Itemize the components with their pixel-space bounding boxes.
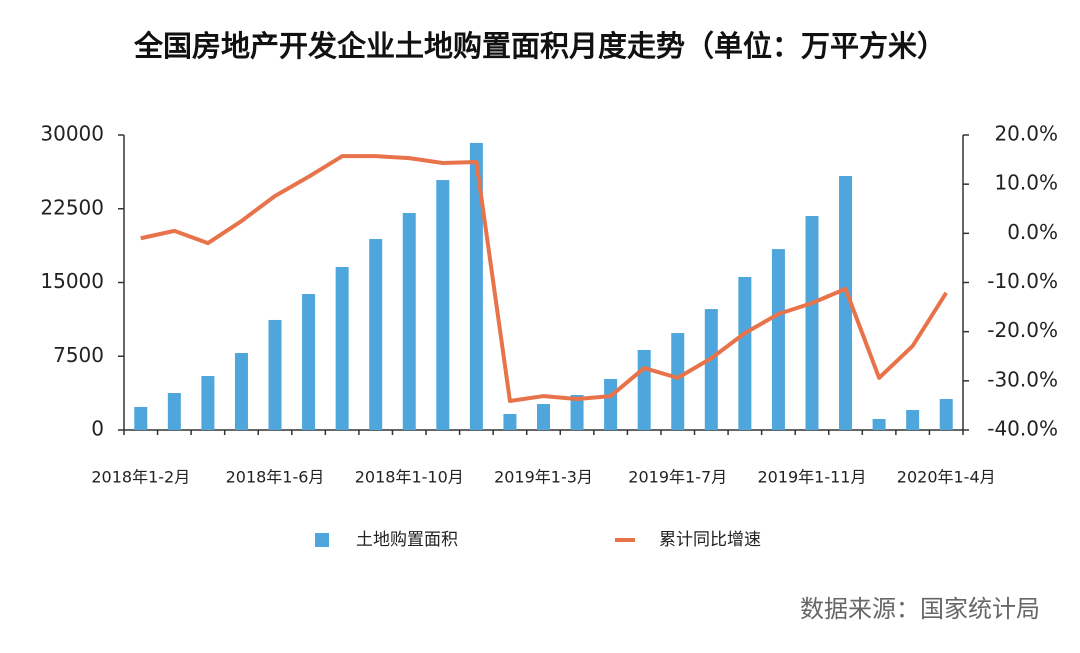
x-tick-label: 2019年1-11月 (757, 468, 866, 487)
bar (469, 142, 483, 430)
legend-label: 累计同比增速 (659, 530, 761, 550)
x-tick-label: 2019年1-3月 (494, 468, 593, 487)
bar (503, 413, 517, 430)
bar (839, 176, 853, 430)
bar (637, 349, 651, 430)
y2-tick-label: 0.0% (1007, 220, 1058, 244)
bar (604, 378, 618, 430)
x-tick-label: 2020年1-4月 (897, 468, 996, 487)
bar (537, 404, 550, 430)
y-tick-label: 0 (91, 417, 104, 441)
bar (335, 266, 349, 430)
bar (201, 376, 215, 430)
bar (234, 353, 248, 430)
legend-swatch (315, 533, 329, 547)
bar (704, 309, 718, 430)
legend-label: 土地购置面积 (356, 530, 458, 550)
x-tick-label: 2018年1-2月 (91, 468, 190, 487)
y2-tick-label: -20.0% (987, 318, 1058, 342)
bar (805, 216, 819, 430)
y-tick-label: 15000 (40, 269, 104, 293)
x-tick-label: 2018年1-10月 (355, 468, 464, 487)
bar (167, 393, 181, 430)
bar (369, 239, 383, 430)
y2-tick-label: -30.0% (987, 367, 1058, 391)
bar (268, 319, 282, 430)
bar (771, 249, 785, 430)
bar (134, 406, 148, 430)
source-note: 数据来源：国家统计局 (800, 595, 1040, 623)
y2-tick-label: 20.0% (994, 122, 1058, 146)
bar (302, 294, 316, 430)
bar (402, 212, 416, 430)
bar (939, 399, 953, 430)
bar (738, 276, 752, 430)
x-tick-label: 2019年1-7月 (628, 468, 727, 487)
y-tick-label: 22500 (40, 195, 104, 219)
line (140, 154, 948, 403)
bar (671, 333, 685, 430)
y2-tick-label: -40.0% (987, 417, 1058, 441)
y-tick-label: 30000 (40, 122, 104, 146)
bar (570, 394, 584, 430)
chart-title: 全国房地产开发企业土地购置面积月度走势（单位：万平方米） (133, 29, 946, 63)
y-tick-label: 7500 (53, 343, 104, 367)
x-tick-label: 2018年1-6月 (226, 468, 325, 487)
bar (436, 180, 450, 430)
y2-tick-label: 10.0% (994, 171, 1058, 195)
bar (906, 410, 920, 430)
bar (872, 418, 886, 430)
y2-tick-label: -10.0% (987, 269, 1058, 293)
